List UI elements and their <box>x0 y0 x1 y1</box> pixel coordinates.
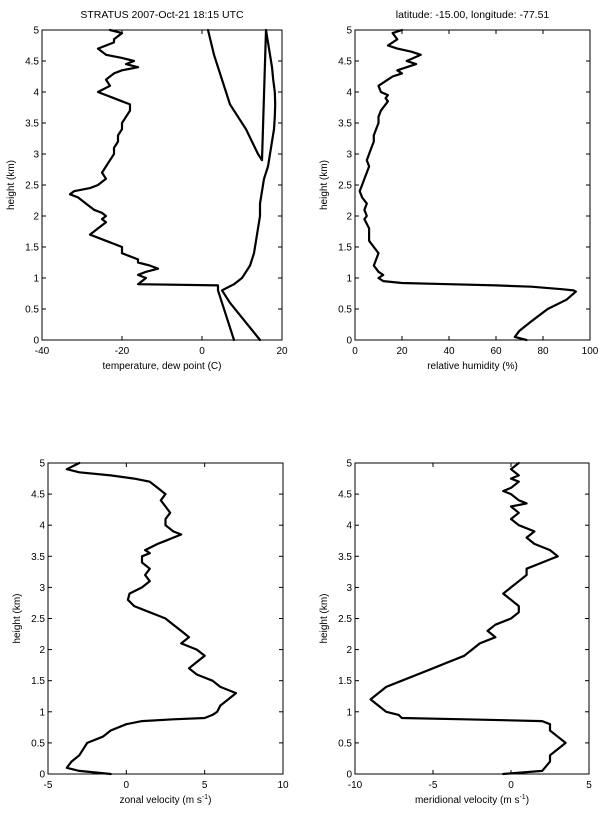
chart-panel-4: 0 0.5 1 1.5 2 2.5 3 3.5 4 4.5 5 -10 -5 0 5 meridional v… <box>319 459 592 807</box>
y-tick-label: 1.5 <box>31 676 45 687</box>
series-line <box>67 463 236 774</box>
y-tick-label: 2.5 <box>31 614 45 625</box>
x-axis-label: zonal velocity (m s-1) <box>120 794 212 806</box>
y-tick-label: 2.5 <box>338 614 352 625</box>
y-tick-label: 3 <box>39 583 45 594</box>
y-tick-label: 4.5 <box>31 490 45 501</box>
x-tick-label: 5 <box>202 780 208 791</box>
axes-frame <box>355 463 589 774</box>
y-tick-label: 3.5 <box>31 552 45 563</box>
x-tick-label: 0 <box>508 780 514 791</box>
y-tick-label: 0.5 <box>25 305 39 316</box>
y-tick-label: 3 <box>346 150 352 161</box>
x-tick-label: 0 <box>199 346 205 357</box>
y-tick-label: 5 <box>39 459 45 470</box>
y-tick-label: 4.5 <box>338 490 352 501</box>
x-tick-label: -10 <box>348 780 363 791</box>
y-tick-label: 3 <box>346 583 352 594</box>
x-tick-label: 20 <box>276 346 288 357</box>
y-tick-label: 2 <box>346 645 352 656</box>
y-tick-label: 3.5 <box>338 119 352 130</box>
y-tick-label: 1 <box>346 274 352 285</box>
y-axis-label: height (km) <box>319 593 330 643</box>
y-tick-label: 3.5 <box>338 552 352 563</box>
x-tick-label: 5 <box>586 780 592 791</box>
x-axis-label: temperature, dew point (C) <box>103 361 222 372</box>
y-tick-label: 1 <box>346 707 352 718</box>
x-tick-label: 80 <box>537 346 549 357</box>
y-tick-label: 1.5 <box>338 243 352 254</box>
y-tick-label: 0 <box>39 770 45 781</box>
y-tick-label: 3 <box>33 150 39 161</box>
y-tick-label: 1 <box>33 274 39 285</box>
y-tick-label: 4.5 <box>338 57 352 68</box>
x-tick-label: 20 <box>396 346 408 357</box>
x-tick-label: -5 <box>44 780 53 791</box>
y-axis-label: height (km) <box>12 593 23 643</box>
y-tick-label: 0 <box>346 336 352 347</box>
x-tick-label: 0 <box>352 346 358 357</box>
x-axis-label: relative humidity (%) <box>427 361 518 372</box>
y-tick-label: 2.5 <box>338 181 352 192</box>
y-tick-label: 0.5 <box>31 738 45 749</box>
y-tick-label: 1 <box>39 707 45 718</box>
y-tick-label: 0 <box>346 770 352 781</box>
y-tick-label: 0.5 <box>338 738 352 749</box>
x-tick-label: -5 <box>429 780 438 791</box>
y-tick-label: 1.5 <box>338 676 352 687</box>
x-tick-label: -20 <box>115 346 130 357</box>
y-tick-label: 5 <box>346 459 352 470</box>
x-axis-label: meridional velocity (m s-1) <box>415 794 529 806</box>
x-tick-label: 60 <box>490 346 502 357</box>
series-line <box>371 463 566 774</box>
x-tick-label: 10 <box>277 780 289 791</box>
y-tick-label: 4 <box>346 88 352 99</box>
y-axis-label: height (km) <box>319 160 330 210</box>
series-line <box>360 30 576 340</box>
y-tick-label: 4 <box>33 88 39 99</box>
y-tick-label: 4.5 <box>25 57 39 68</box>
y-tick-label: 5 <box>33 26 39 37</box>
chart-title: latitude: -15.00, longitude: -77.51 <box>396 9 550 21</box>
y-tick-label: 1.5 <box>25 243 39 254</box>
y-tick-label: 4 <box>39 521 45 532</box>
series-line <box>70 30 234 340</box>
y-axis-label: height (km) <box>6 160 17 210</box>
y-tick-label: 5 <box>346 26 352 37</box>
chart-panel-1: 0 0.5 1 1.5 2 2.5 3 3.5 4 4.5 5 -40 -20 0 20 temperatur… <box>6 9 288 372</box>
y-tick-label: 2.5 <box>25 181 39 192</box>
y-tick-label: 2 <box>346 212 352 223</box>
x-tick-label: 40 <box>443 346 455 357</box>
x-tick-label: 0 <box>124 780 130 791</box>
y-tick-label: 0 <box>33 336 39 347</box>
y-tick-label: 2 <box>33 212 39 223</box>
x-tick-label: 100 <box>582 346 598 357</box>
y-tick-label: 2 <box>39 645 45 656</box>
y-tick-label: 0.5 <box>338 305 352 316</box>
axes-frame <box>42 30 282 340</box>
chart-panel-2: 0 0.5 1 1.5 2 2.5 3 3.5 4 4.5 5 0 20 40 60 80 100 relativ… <box>319 9 598 372</box>
y-tick-label: 4 <box>346 521 352 532</box>
x-tick-label: -40 <box>35 346 50 357</box>
y-tick-label: 3.5 <box>25 119 39 130</box>
axes-frame <box>355 30 590 340</box>
chart-title: STRATUS 2007-Oct-21 18:15 UTC <box>80 9 244 21</box>
